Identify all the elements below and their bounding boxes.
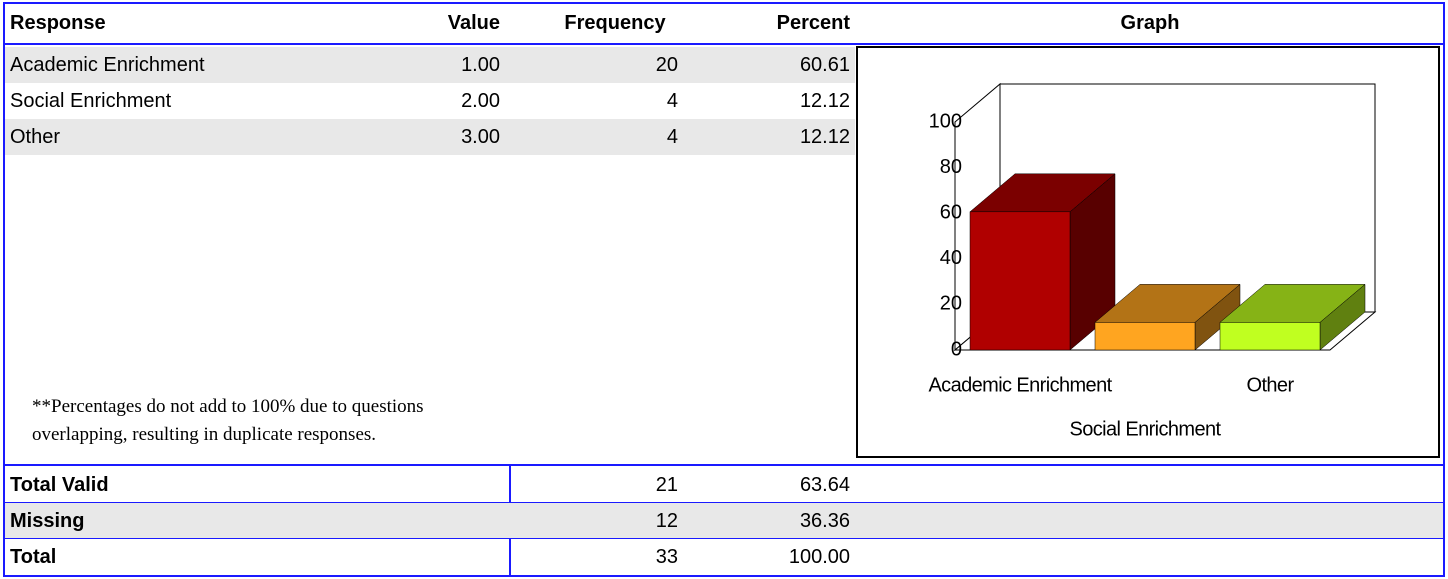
footnote: **Percentages do not add to 100% due to … <box>32 396 424 417</box>
row-band <box>5 503 1443 538</box>
table-cell: 20 <box>655 54 678 76</box>
y-tick-label: 80 <box>940 156 962 178</box>
table-cell: 3.00 <box>461 126 500 148</box>
y-tick-label: 60 <box>940 201 962 223</box>
column-header: Graph <box>1120 12 1180 34</box>
border <box>3 575 1445 577</box>
border <box>3 2 5 577</box>
x-tick-label: Other <box>1246 374 1294 396</box>
table-cell: 4 <box>666 126 678 148</box>
y-tick-label: 20 <box>940 293 962 315</box>
table-cell: 60.61 <box>799 54 850 76</box>
column-header: Percent <box>776 12 850 34</box>
table-cell: 1.00 <box>461 54 500 76</box>
row-band <box>5 47 855 83</box>
table-cell: 12 <box>655 510 678 532</box>
border <box>3 538 1445 539</box>
bar <box>1094 322 1196 351</box>
table-cell: 12.12 <box>799 126 850 148</box>
border <box>3 2 1445 4</box>
bar <box>969 211 1071 351</box>
table-cell: Total Valid <box>10 474 109 496</box>
table-cell: Social Enrichment <box>10 90 172 112</box>
column-header: Response <box>10 12 106 34</box>
x-tick-label: Social Enrichment <box>1070 418 1222 440</box>
table-cell: Total <box>10 546 57 568</box>
border <box>3 464 1445 466</box>
bar <box>1219 322 1321 351</box>
border <box>3 502 1445 503</box>
table-cell: 21 <box>655 474 678 496</box>
table-cell: Other <box>10 126 61 148</box>
table-cell: 63.64 <box>799 474 850 496</box>
border <box>1443 2 1445 577</box>
footnote: overlapping, resulting in duplicate resp… <box>32 424 377 445</box>
table-cell: 36.36 <box>799 510 850 532</box>
table-cell: 33 <box>655 546 678 568</box>
row-band <box>5 119 855 155</box>
border <box>3 43 1445 45</box>
column-header: Frequency <box>564 12 666 34</box>
table-cell: 100.00 <box>788 546 850 568</box>
table-cell: 2.00 <box>461 90 500 112</box>
table-cell: Academic Enrichment <box>10 54 205 76</box>
graph: 0 20 40 60 80 100 Academic Enrichment Social En… <box>856 46 1440 458</box>
x-tick-label: Academic Enrichment <box>928 374 1112 396</box>
table-cell: 12.12 <box>799 90 850 112</box>
table-cell: 4 <box>666 90 678 112</box>
column-header: Value <box>447 12 500 34</box>
y-tick-label: 0 <box>951 338 962 360</box>
y-tick-label: 40 <box>940 247 962 269</box>
table-cell: Missing <box>10 510 85 532</box>
y-tick-label: 100 <box>929 110 962 132</box>
